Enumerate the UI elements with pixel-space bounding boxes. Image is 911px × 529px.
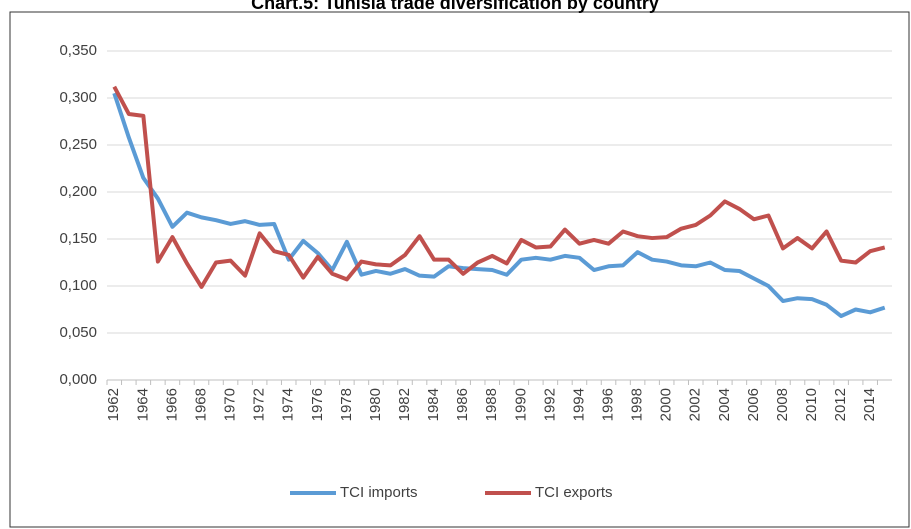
legend-label: TCI imports bbox=[340, 484, 418, 501]
x-tick-label: 1974 bbox=[280, 388, 297, 421]
x-tick-label: 2006 bbox=[745, 388, 762, 421]
x-tick-label: 1980 bbox=[367, 388, 384, 421]
x-tick-label: 1996 bbox=[599, 388, 616, 421]
x-tick-label: 2012 bbox=[832, 388, 849, 421]
x-tick-label: 2000 bbox=[658, 388, 675, 421]
x-tick-label: 1986 bbox=[454, 388, 471, 421]
x-tick-label: 1962 bbox=[105, 388, 122, 421]
x-tick-label: 1966 bbox=[163, 388, 180, 421]
x-tick-label: 2008 bbox=[774, 388, 791, 421]
y-tick-label: 0,050 bbox=[59, 324, 97, 341]
x-tick-label: 2002 bbox=[687, 388, 704, 421]
x-tick-label: 1972 bbox=[251, 388, 268, 421]
x-tick-label: 1984 bbox=[425, 388, 442, 421]
x-tick-label: 1994 bbox=[570, 388, 587, 421]
x-tick-label: 1990 bbox=[512, 388, 529, 421]
x-tick-label: 1978 bbox=[338, 388, 355, 421]
x-tick-label: 2014 bbox=[861, 388, 878, 421]
x-tick-label: 1998 bbox=[629, 388, 646, 421]
y-tick-label: 0,250 bbox=[59, 136, 97, 153]
x-tick-label: 2004 bbox=[716, 388, 733, 421]
y-tick-label: 0,300 bbox=[59, 89, 97, 106]
chart-title: Chart.5: Tunisia trade diversification b… bbox=[251, 0, 659, 13]
legend-label: TCI exports bbox=[535, 484, 613, 501]
x-tick-label: 1970 bbox=[222, 388, 239, 421]
x-tick-label: 1976 bbox=[309, 388, 326, 421]
series-line bbox=[112, 92, 886, 319]
x-tick-label: 2010 bbox=[803, 388, 820, 421]
y-tick-label: 0,150 bbox=[59, 230, 97, 247]
y-tick-label: 0,200 bbox=[59, 183, 97, 200]
y-tick-label: 0,000 bbox=[59, 371, 97, 388]
x-tick-label: 1968 bbox=[192, 388, 209, 421]
x-tick-label: 1992 bbox=[541, 388, 558, 421]
series-line bbox=[112, 85, 886, 289]
y-tick-label: 0,100 bbox=[59, 277, 97, 294]
x-tick-label: 1988 bbox=[483, 388, 500, 421]
x-tick-label: 1982 bbox=[396, 388, 413, 421]
y-tick-label: 0,350 bbox=[59, 42, 97, 59]
x-tick-label: 1964 bbox=[134, 388, 151, 421]
